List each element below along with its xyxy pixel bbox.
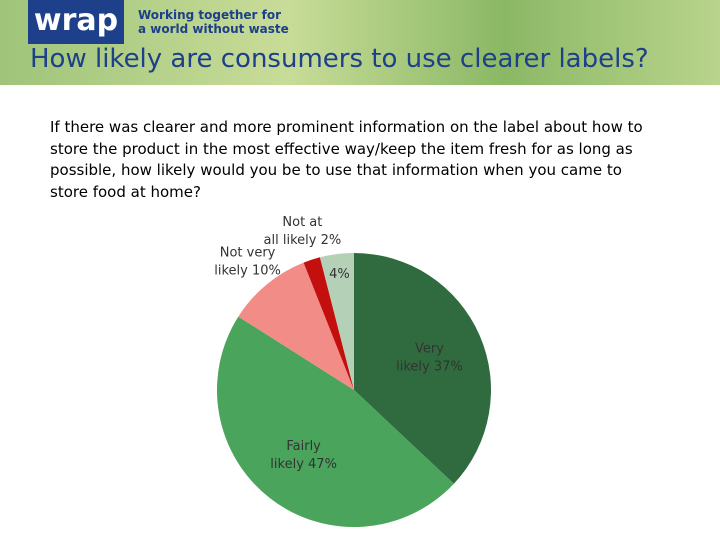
category-label: Not at [282, 215, 322, 230]
category-label-rest: likely [214, 263, 252, 278]
category-label: Fairly [286, 438, 321, 453]
slice-label: Very likely 37% [396, 341, 463, 374]
chart-title: How likely are consumers to use clearer … [30, 44, 649, 74]
category-label-rest: all likely [264, 233, 321, 248]
slice-label: Fairly likely 47% [270, 438, 337, 471]
question-line: possible, how likely would you be to use… [50, 161, 622, 179]
pie-slice [319, 253, 354, 390]
tagline: Working together for a world without was… [138, 8, 289, 36]
pie-slice [354, 253, 491, 484]
slice-label: Not very likely 10% [214, 245, 281, 278]
question: If there was clearer and more prominent … [50, 117, 643, 203]
tagline-line: a world without waste [138, 22, 289, 36]
value-label: 4% [329, 267, 350, 282]
tagline-line: Working together for [138, 8, 281, 22]
category-label: Very [415, 341, 444, 356]
pie-slice [216, 316, 454, 527]
slice-label: Not at all likely 2% [264, 215, 342, 248]
value-label: 37% [434, 359, 463, 374]
category-label-rest: likely [396, 359, 434, 374]
pie-slice [303, 257, 354, 390]
question-line: If there was clearer and more prominent … [50, 118, 643, 136]
pie-slice [238, 262, 354, 390]
question-line: store the product in the most effective … [50, 139, 633, 158]
value-label: 10% [252, 263, 281, 278]
logo: wrap [28, 0, 124, 44]
category-label: Not very [220, 245, 276, 260]
value-label: 2% [321, 233, 342, 248]
category-label-rest: likely [270, 456, 308, 471]
value-label: 47% [308, 456, 337, 471]
question-line: store food at home? [50, 182, 201, 201]
